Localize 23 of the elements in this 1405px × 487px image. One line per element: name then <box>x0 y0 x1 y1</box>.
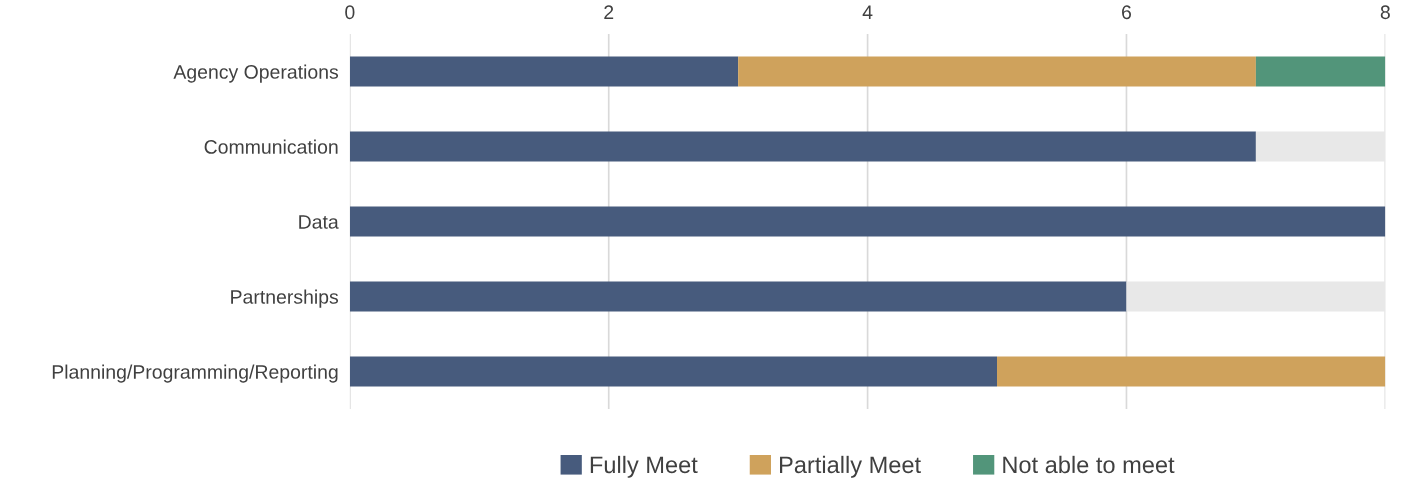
y-tick-label: Partnerships <box>231 289 339 308</box>
legend-label: Fully Meet <box>590 455 698 478</box>
bar <box>1126 281 1386 312</box>
x-tick-label: 0 <box>345 5 355 20</box>
bar <box>349 131 1256 162</box>
legend-label: Partially Meet <box>780 455 921 478</box>
x-tick-label: 2 <box>604 5 614 19</box>
x-tick-label: 6 <box>1122 5 1132 20</box>
y-tick-label: Agency Operations <box>173 64 339 83</box>
bar <box>349 281 1127 312</box>
y-tick-label: Planning/Programming/Reporting <box>52 364 338 383</box>
x-tick-label: 8 <box>1380 5 1390 20</box>
bar <box>738 56 1256 87</box>
x-tick-label: 4 <box>862 5 873 19</box>
bar <box>349 56 739 87</box>
y-tick-label: Communication <box>204 139 338 154</box>
bar <box>349 206 1386 237</box>
bar <box>1255 131 1386 162</box>
bar <box>997 356 1386 387</box>
bar <box>1255 56 1386 87</box>
legend-label: Not able to meet <box>1003 455 1175 474</box>
y-tick-label: Data <box>299 215 339 229</box>
bar <box>349 356 998 387</box>
